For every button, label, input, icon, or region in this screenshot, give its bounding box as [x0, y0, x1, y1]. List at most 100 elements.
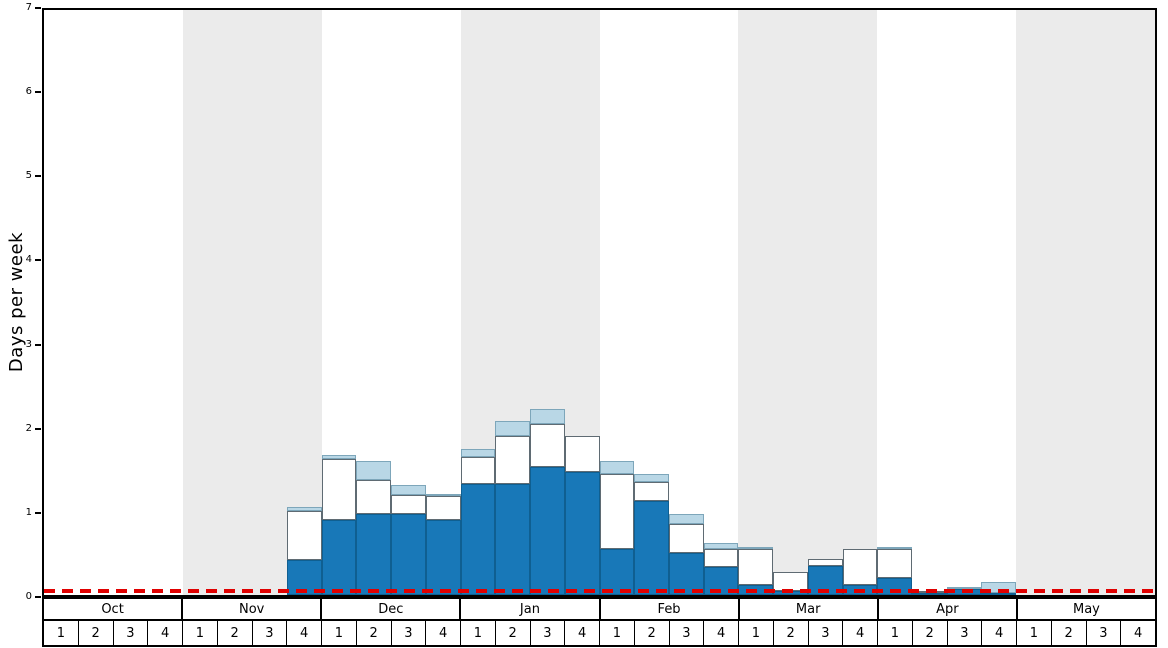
bar-segment-white	[738, 549, 774, 585]
week-cell: 2	[78, 621, 114, 645]
bar-segment-white	[807, 559, 843, 566]
bar-segment-dark-blue	[356, 513, 392, 595]
month-band-oct	[44, 10, 183, 595]
bar-segment-light-blue	[321, 454, 357, 459]
bar-segment-dark-blue	[668, 553, 704, 595]
y-tick-mark	[35, 343, 41, 346]
week-cell: 2	[773, 621, 809, 645]
y-tick-mark	[35, 175, 41, 178]
y-tick-label: 0	[25, 591, 32, 602]
bar-segment-dark-blue	[530, 467, 565, 595]
bar-segment-dark-blue	[391, 513, 426, 595]
plot-area	[42, 8, 1157, 597]
month-cell-jan: Jan	[461, 599, 601, 619]
bar-segment-light-blue	[287, 507, 322, 512]
bar-segment-white	[287, 511, 322, 560]
week-cell: 2	[912, 621, 948, 645]
month-cell-nov: Nov	[183, 599, 323, 619]
y-tick-mark	[35, 7, 41, 9]
bar-segment-white	[877, 549, 912, 579]
week-cell: 1	[878, 621, 913, 645]
y-tick-label: 2	[25, 422, 32, 434]
bar-segment-white	[495, 436, 531, 484]
bar-segment-white	[356, 479, 392, 514]
bar-segment-dark-blue	[425, 519, 461, 595]
week-cell: 3	[530, 621, 566, 645]
y-tick-label: 4	[25, 254, 32, 266]
bar-segment-white	[460, 457, 496, 484]
bar-segment-light-blue	[668, 513, 704, 524]
week-cell: 1	[44, 621, 79, 645]
bar-segment-light-blue	[599, 461, 635, 474]
bar-segment-light-blue	[946, 587, 982, 590]
week-cell: 4	[1121, 621, 1155, 645]
week-cell: 2	[634, 621, 670, 645]
y-tick-label: 3	[25, 338, 32, 350]
week-cell: 4	[148, 621, 183, 645]
bar-segment-dark-blue	[981, 593, 1017, 595]
bar-segment-dark-blue	[911, 593, 947, 595]
bar-segment-dark-blue	[564, 472, 600, 595]
bar-segment-light-blue	[634, 473, 669, 483]
month-band-mar	[738, 10, 878, 595]
week-cell: 3	[808, 621, 844, 645]
month-row: Oct Nov Dec Jan Feb Mar Apr May	[42, 597, 1157, 621]
week-cell: 2	[217, 621, 253, 645]
bar-segment-light-blue	[460, 448, 496, 458]
week-cell: 4	[287, 621, 322, 645]
week-cell: 2	[495, 621, 531, 645]
month-band-may	[1016, 10, 1155, 595]
week-cell: 1	[461, 621, 496, 645]
week-cell: 1	[1017, 621, 1052, 645]
bar-segment-white	[634, 482, 669, 502]
week-cell: 3	[113, 621, 149, 645]
week-cell: 1	[739, 621, 774, 645]
bar-segment-light-blue	[391, 484, 426, 495]
week-cell: 4	[565, 621, 600, 645]
bar-segment-white	[599, 473, 635, 550]
week-cell: 2	[356, 621, 392, 645]
month-cell-oct: Oct	[44, 599, 184, 619]
y-tick-label: 6	[25, 86, 32, 98]
week-cell: 1	[183, 621, 218, 645]
y-axis-label-box: Days per week	[0, 8, 32, 597]
y-tick-label: 1	[25, 506, 32, 518]
bar-segment-dark-blue	[321, 519, 357, 595]
bar-segment-white	[321, 458, 357, 520]
bar-segment-white	[391, 494, 426, 514]
y-tick-mark	[35, 511, 41, 514]
week-cell: 2	[1051, 621, 1087, 645]
bar-segment-light-blue	[981, 582, 1017, 594]
week-cell: 1	[600, 621, 635, 645]
bar-segment-light-blue	[877, 547, 912, 550]
week-cell: 3	[669, 621, 705, 645]
bar-segment-dark-blue	[634, 501, 669, 595]
week-cell: 1	[322, 621, 357, 645]
y-tick-mark	[35, 596, 41, 598]
y-axis-label: Days per week	[5, 232, 27, 373]
bar-segment-white	[668, 523, 704, 554]
week-cell: 4	[982, 621, 1017, 645]
bar-segment-dark-blue	[460, 483, 496, 595]
bar-segment-white	[564, 436, 600, 473]
bar-segment-light-blue	[495, 421, 531, 437]
bar-segment-light-blue	[738, 547, 774, 550]
y-tick-mark	[35, 427, 41, 430]
week-cell: 4	[426, 621, 461, 645]
bar-segment-light-blue	[425, 494, 461, 497]
bar-segment-white	[530, 423, 565, 468]
month-band-nov	[182, 10, 322, 595]
bar-segment-light-blue	[703, 543, 739, 550]
bar-segment-light-blue	[530, 408, 565, 424]
month-band-apr	[877, 10, 1017, 595]
week-cell: 4	[704, 621, 739, 645]
week-cell: 3	[1086, 621, 1122, 645]
bar-segment-dark-blue	[599, 549, 635, 595]
bar-segment-white	[703, 549, 739, 568]
reference-line	[44, 588, 1155, 593]
y-tick-label: 7	[25, 2, 32, 13]
month-cell-mar: Mar	[739, 599, 879, 619]
week-cell: 3	[252, 621, 288, 645]
y-tick-mark	[35, 259, 41, 262]
